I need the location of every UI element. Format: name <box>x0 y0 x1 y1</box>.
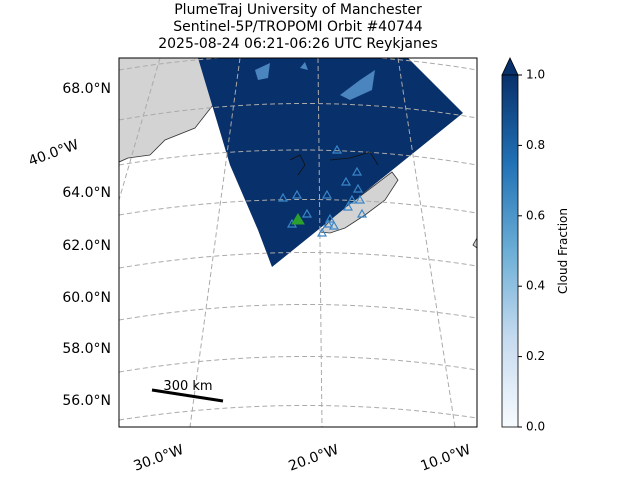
land <box>472 237 477 249</box>
colorbar-tick-label: 0.2 <box>526 349 545 363</box>
grid-line <box>119 304 477 321</box>
colorbar-tick-label: 1.0 <box>526 68 545 82</box>
map-frame <box>118 57 478 428</box>
grid-line <box>119 58 161 201</box>
lat-label: 58.0°N <box>62 341 111 357</box>
coastline <box>289 151 379 176</box>
grid-line <box>119 149 477 166</box>
lon-label: 20.0°W <box>286 442 340 475</box>
colorbar-label: Cloud Fraction <box>556 208 570 294</box>
title-line: 2025-08-24 06:21-06:26 UTC Reykjanes <box>158 36 438 52</box>
lat-label: 68.0°N <box>62 81 111 97</box>
grid-line <box>317 58 323 427</box>
colorbar: Cloud Fraction 0.0 0.2 0.4 0.6 0.8 1.0 <box>501 57 570 434</box>
lon-label: 40.0°W <box>26 137 80 170</box>
grid-line <box>119 58 477 71</box>
title-line: PlumeTraj University of Manchester <box>174 2 422 18</box>
grid-line <box>119 356 477 373</box>
lat-label: 62.0°N <box>62 238 111 254</box>
grid-line <box>119 199 477 216</box>
lon-label: 10.0°W <box>418 442 472 475</box>
colorbar-tick-label: 0.4 <box>526 279 545 293</box>
colorbar-tick-label: 0.8 <box>526 138 545 152</box>
scale-bar-label: 300 km <box>163 379 212 394</box>
map-area: 300 km <box>119 58 477 427</box>
lat-label: 60.0°N <box>62 290 111 306</box>
land <box>119 58 214 163</box>
grid-line <box>189 58 241 427</box>
swath <box>198 58 463 267</box>
colorbar-scale <box>501 74 519 428</box>
cloud <box>255 62 375 100</box>
colorbar-extend <box>501 57 519 76</box>
grid-line <box>119 103 477 121</box>
lat-label: 64.0°N <box>62 185 111 201</box>
grid-line <box>119 404 477 421</box>
scale-bar <box>151 388 224 403</box>
grid-line <box>397 58 456 427</box>
colorbar-tick-label: 0.0 <box>526 420 545 434</box>
volcano-markers <box>277 144 368 237</box>
grid-line <box>119 252 477 269</box>
colorbar-tick-label: 0.6 <box>526 208 545 222</box>
lon-label: 30.0°W <box>131 442 185 475</box>
title-line: Sentinel-5P/TROPOMI Orbit #40744 <box>173 19 423 35</box>
lat-label: 56.0°N <box>62 393 111 409</box>
